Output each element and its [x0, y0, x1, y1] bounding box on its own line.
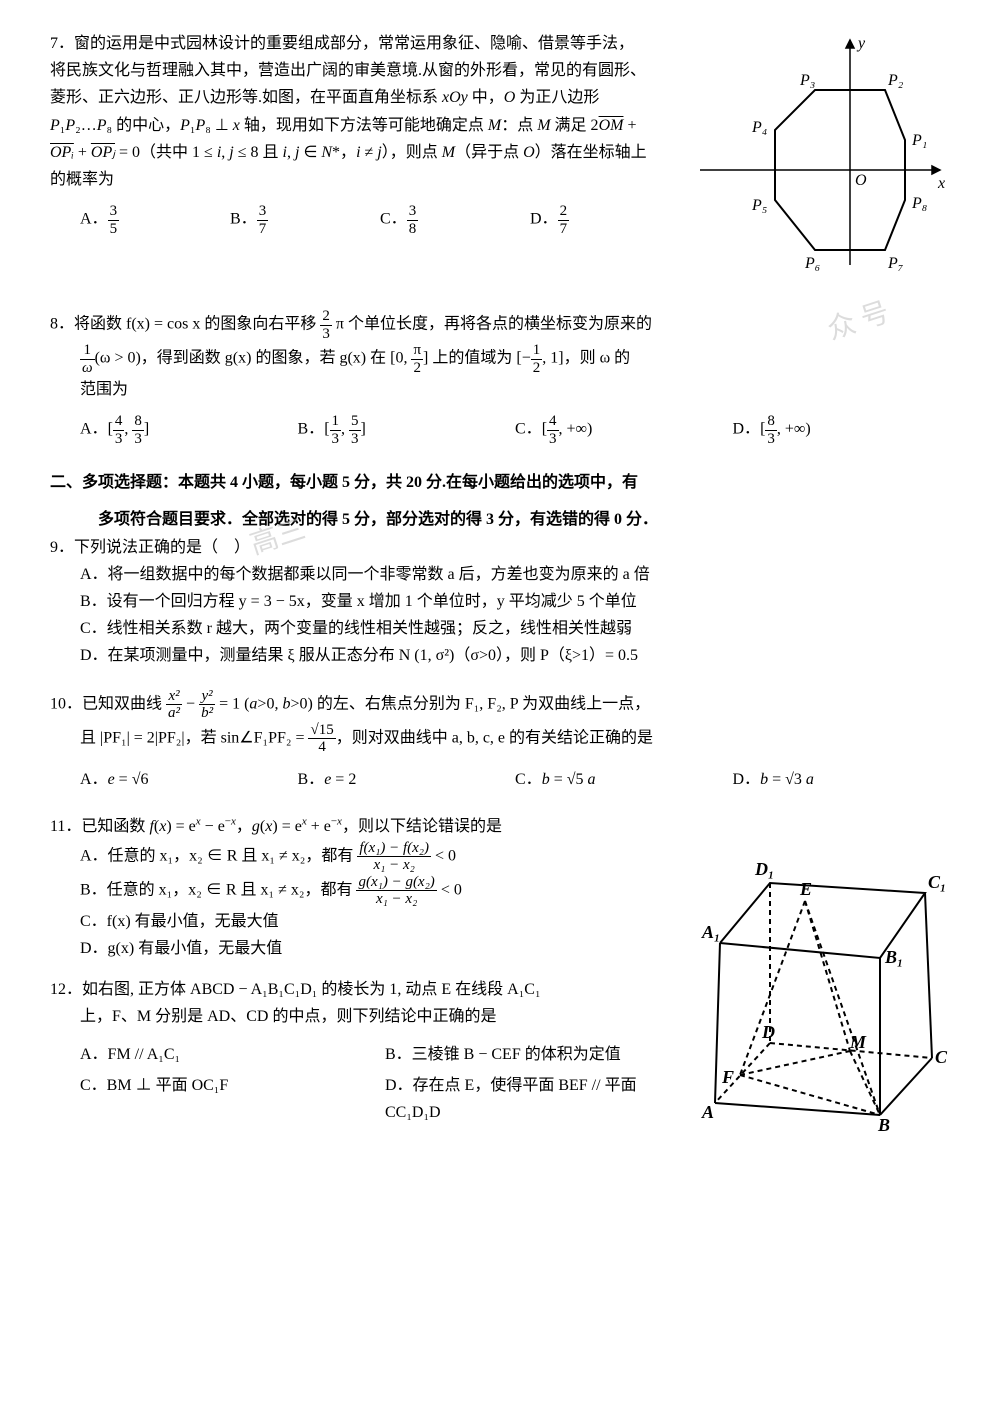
svg-text:P₁: P₁	[911, 132, 927, 149]
q9-number: 9．	[50, 539, 74, 556]
question-9: 9．下列说法正确的是（ ） 高三 A．将一组数据中的每个数据都乘以同一个非零常数…	[50, 534, 950, 670]
q10-tb: 的左、右焦点分别为 F₁, F₂, P 为双曲线上一点，	[313, 695, 650, 712]
question-8: 8．将函数 f(x) = cos x 的图象向右平移 23 π 个单位长度，再将…	[50, 308, 950, 449]
q12-opt-d: D．存在点 E，使得平面 BEF // 平面 CC₁D₁D	[385, 1070, 690, 1128]
q12-options: A．FM // A₁C₁ B．三棱锥 B − CEF 的体积为定值 C．BM ⊥…	[80, 1039, 690, 1129]
q7-text-1: 窗的运用是中式园林设计的重要组成部分，常常运用象征、隐喻、借景等手法，将民族文化…	[50, 35, 647, 188]
svg-text:B: B	[877, 1115, 890, 1133]
svg-text:P₄: P₄	[751, 119, 767, 136]
q10-ta: 已知双曲线	[82, 695, 166, 712]
svg-text:P₆: P₆	[804, 255, 820, 272]
q9-opt-a: A．将一组数据中的每个数据都乘以同一个非零常数 a 后，方差也变为原来的 a 倍	[80, 561, 950, 588]
svg-text:P₈: P₈	[911, 195, 927, 212]
q8-opt-c: C．[43, +∞)	[515, 411, 733, 449]
watermark-1: 众 号	[821, 289, 896, 354]
q12-opt-c: C．BM ⊥ 平面 OC₁F	[80, 1070, 385, 1128]
q9-opt-b: B．设有一个回归方程 y = 3 − 5x，变量 x 增加 1 个单位时，y 平…	[80, 588, 950, 615]
q10-line2: 且 |PF₁| = 2|PF₂|，若 sin∠F₁PF₂ = √154，则对双曲…	[80, 722, 950, 756]
svg-text:C₁: C₁	[928, 872, 946, 892]
q12-ta: 如右图, 正方体 ABCD − A₁B₁C₁D₁ 的棱长为 1, 动点 E 在线…	[82, 981, 541, 998]
q8-opt-d: D．[83, +∞)	[733, 411, 951, 449]
svg-text:P₇: P₇	[887, 255, 904, 272]
q7-opt-a: A．35	[80, 201, 230, 239]
q7-figure: P₁ P₂ P₃ P₄ P₅ P₆ P₇ P₈ O x y	[690, 30, 950, 280]
section-2-sub: 多项符合题目要求．全部选对的得 5 分，部分选对的得 3 分，有选错的得 0 分…	[98, 506, 950, 533]
svg-text:C: C	[935, 1047, 948, 1067]
q10-opt-b: B．e = 2	[298, 764, 516, 795]
q8-text-b: π 个单位长度，再将各点的横坐标变为原来的	[332, 316, 652, 333]
svg-text:F: F	[721, 1067, 734, 1087]
q8-line2: 1ω(ω > 0)，得到函数 g(x) 的图象，若 g(x) 在 [0, π2]…	[80, 342, 950, 376]
svg-text:y: y	[856, 35, 866, 52]
q8-number: 8．	[50, 316, 74, 333]
q10-opt-c: C．b = √5 a	[515, 764, 733, 795]
q7-opt-c: C．38	[380, 201, 530, 239]
svg-text:P₂: P₂	[887, 72, 904, 89]
q10-options: A．e = √6 B．e = 2 C．b = √5 a D．b = √3 a	[80, 764, 950, 795]
q10-number: 10．	[50, 695, 82, 712]
q9-opt-d: D．在某项测量中，测量结果 ξ 服从正态分布 N (1, σ²)（σ>0），则 …	[80, 642, 950, 669]
q7-opt-d: D．27	[530, 201, 680, 239]
q8-opt-b: B．[13, 53]	[298, 411, 516, 449]
svg-text:B₁: B₁	[884, 947, 903, 967]
q8-frac1: 23	[320, 308, 332, 342]
svg-text:A₁: A₁	[701, 922, 720, 942]
q12-figure: D₁ C₁ A₁ B₁ E D C A B F M	[700, 853, 950, 1133]
q8-line3: 范围为	[80, 376, 950, 403]
q7-body: 7．窗的运用是中式园林设计的重要组成部分，常常运用象征、隐喻、借景等手法，将民族…	[50, 30, 650, 193]
q10-opt-a: A．e = √6	[80, 764, 298, 795]
q9-text: 下列说法正确的是（ ）	[74, 539, 250, 556]
svg-text:D: D	[761, 1022, 775, 1042]
q9-opt-c: C．线性相关系数 r 越大，两个变量的线性相关性越强；反之，线性相关性越弱	[80, 615, 950, 642]
question-11: D₁ C₁ A₁ B₁ E D C A B F M 11．已知函数 f(x) =…	[50, 813, 950, 1143]
q12-number: 12．	[50, 981, 82, 998]
svg-text:P₃: P₃	[799, 72, 815, 89]
q11-text: 已知函数 f(x) = ex − e−x，g(x) = ex + e−x，则以下…	[81, 818, 502, 835]
svg-text:M: M	[849, 1032, 867, 1052]
q8-options: A．[43, 83] B．[13, 53] C．[43, +∞) D．[83, …	[80, 411, 950, 449]
q7-opt-b: B．37	[230, 201, 380, 239]
question-7: P₁ P₂ P₃ P₄ P₅ P₆ P₇ P₈ O x y 7．窗的运用是中式园…	[50, 30, 950, 290]
section-2-title: 二、多项选择题：本题共 4 小题，每小题 5 分，共 20 分.在每小题给出的选…	[50, 469, 950, 496]
q12-opt-b: B．三棱锥 B − CEF 的体积为定值	[385, 1039, 690, 1070]
q11-number: 11．	[50, 818, 81, 835]
q12-opt-a: A．FM // A₁C₁	[80, 1039, 385, 1070]
q8-text-a: 将函数 f(x) = cos x 的图象向右平移	[74, 316, 320, 333]
svg-text:O: O	[855, 172, 867, 189]
svg-text:D₁: D₁	[754, 859, 774, 879]
svg-text:A: A	[701, 1102, 714, 1122]
q10-opt-d: D．b = √3 a	[733, 764, 951, 795]
svg-text:x: x	[937, 175, 945, 192]
q7-options: A．35 B．37 C．38 D．27	[80, 201, 680, 239]
question-10: 10．已知双曲线 x²a² − y²b² = 1 (a>0, b>0) 的左、右…	[50, 688, 950, 795]
q8-opt-a: A．[43, 83]	[80, 411, 298, 449]
svg-text:E: E	[799, 879, 812, 899]
q7-number: 7．	[50, 35, 74, 52]
svg-text:P₅: P₅	[751, 197, 767, 214]
